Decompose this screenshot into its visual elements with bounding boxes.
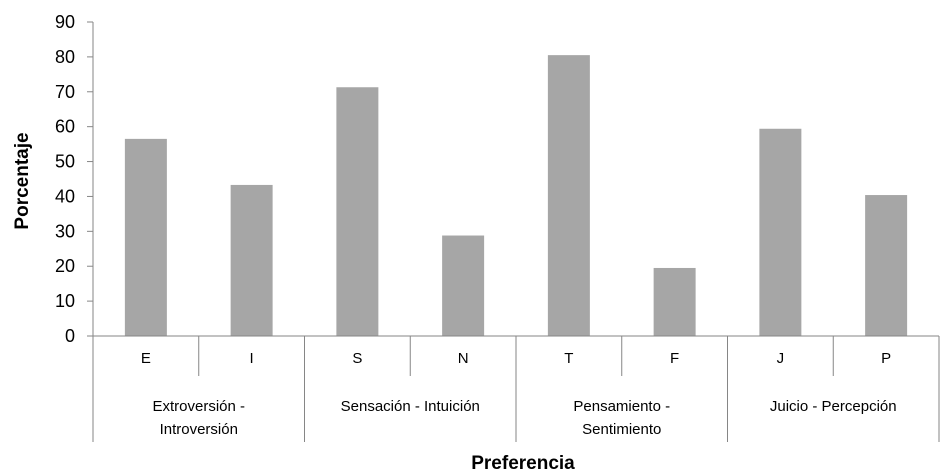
y-tick-label: 50 [55, 152, 75, 172]
bar-I [230, 184, 273, 336]
group-label: Sentimiento [582, 421, 661, 438]
y-tick-label: 0 [65, 326, 75, 346]
category-label: J [777, 350, 785, 367]
bar-N [442, 235, 485, 336]
bars [124, 55, 908, 337]
y-tick-label: 80 [55, 47, 75, 67]
y-axis-title: Porcentaje [12, 132, 33, 229]
y-tick-label: 20 [55, 256, 75, 276]
bar-F [653, 267, 696, 336]
group-label: Sensación - Intuición [341, 398, 480, 415]
y-tick-label: 40 [55, 186, 75, 206]
bar-T [547, 55, 590, 337]
group-label: Extroversión - [152, 398, 245, 415]
x-axis-title: Preferencia [471, 453, 575, 473]
category-label: S [352, 350, 362, 367]
y-tick-label: 60 [55, 117, 75, 137]
y-tick-label: 90 [55, 12, 75, 32]
category-label: P [881, 350, 891, 367]
y-axis-ticks: 0 10 20 30 40 50 60 70 80 90 [55, 12, 93, 346]
group-label: Juicio - Percepción [770, 398, 897, 415]
category-label: F [670, 350, 679, 367]
y-tick-label: 30 [55, 221, 75, 241]
bar-S [336, 87, 379, 337]
bar-J [759, 128, 802, 336]
bar-P [865, 195, 908, 336]
category-label: I [250, 350, 254, 367]
group-label: Pensamiento - [573, 398, 670, 415]
group-labels: Extroversión - Introversión Sensación - In… [152, 398, 896, 438]
y-tick-label: 70 [55, 82, 75, 102]
axes [92, 22, 940, 442]
category-label: E [141, 350, 151, 367]
category-label: N [458, 350, 469, 367]
category-label: T [564, 350, 573, 367]
group-label: Introversión [160, 421, 238, 438]
bar-E [124, 138, 167, 336]
y-tick-label: 10 [55, 291, 75, 311]
